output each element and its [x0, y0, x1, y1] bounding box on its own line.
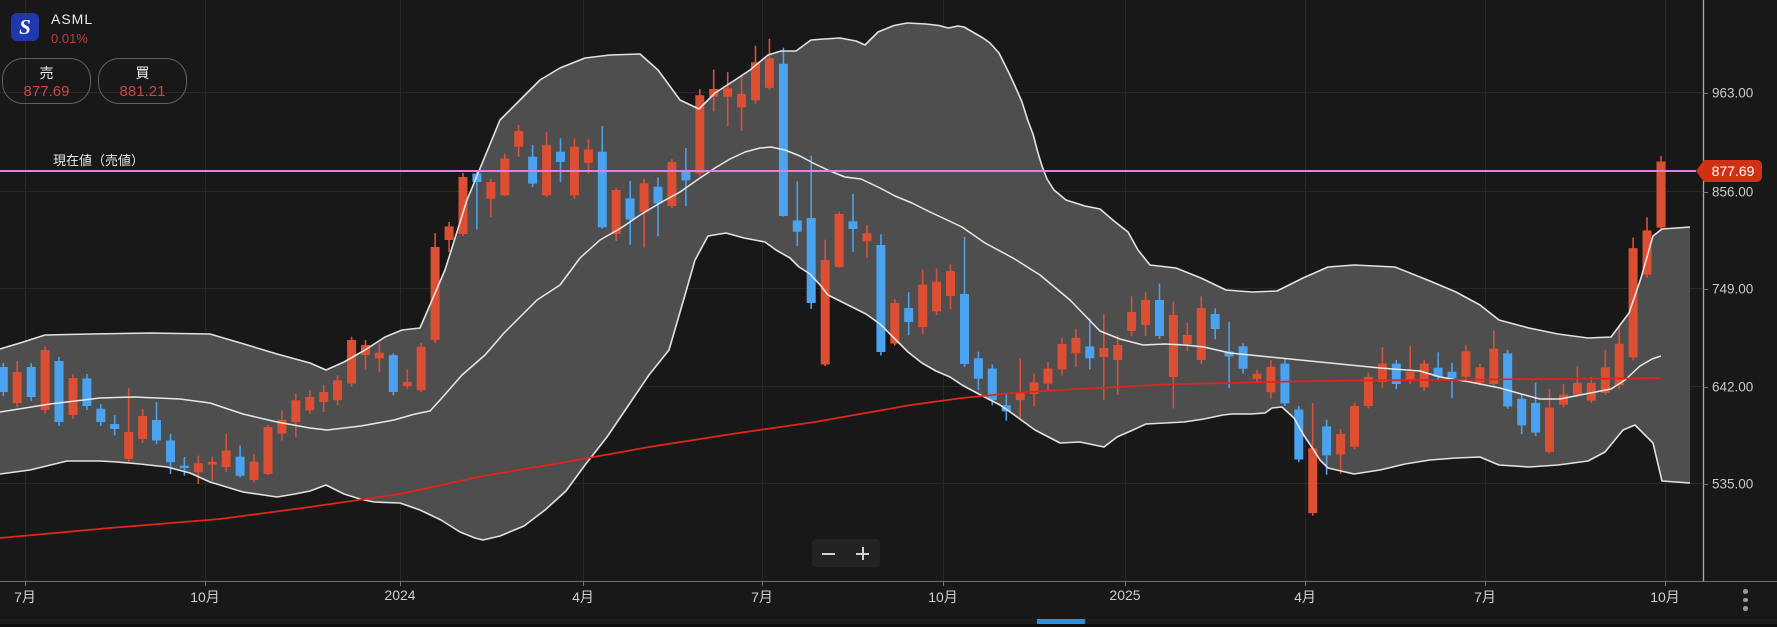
- svg-text:877.69: 877.69: [1712, 163, 1755, 179]
